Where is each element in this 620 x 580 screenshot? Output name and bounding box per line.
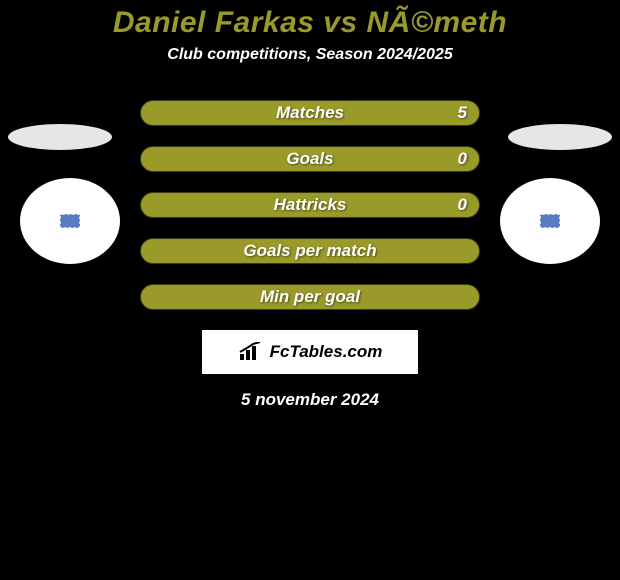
- stat-value-right: 0: [458, 147, 467, 171]
- stat-row: Min per goal: [140, 284, 480, 310]
- player-left-avatar: [20, 178, 120, 264]
- stat-row: Goals per match: [140, 238, 480, 264]
- subtitle: Club competitions, Season 2024/2025: [0, 46, 620, 64]
- stat-value-right: 0: [458, 193, 467, 217]
- player-right-ellipse: [508, 124, 612, 150]
- stat-value-right: 5: [458, 101, 467, 125]
- player-right-avatar: [500, 178, 600, 264]
- stat-label: Matches: [141, 101, 479, 125]
- stat-row: Hattricks 0: [140, 192, 480, 218]
- stat-label: Hattricks: [141, 193, 479, 217]
- stat-label: Goals: [141, 147, 479, 171]
- stat-label: Goals per match: [141, 239, 479, 263]
- stat-row: Goals 0: [140, 146, 480, 172]
- brand-text: FcTables.com: [270, 342, 383, 362]
- page-title: Daniel Farkas vs NÃ©meth: [0, 0, 620, 40]
- player-left-ellipse: [8, 124, 112, 150]
- stat-label: Min per goal: [141, 285, 479, 309]
- stat-row: Matches 5: [140, 100, 480, 126]
- placeholder-icon: [540, 214, 560, 228]
- chart-icon: [238, 342, 264, 362]
- placeholder-icon: [60, 214, 80, 228]
- date: 5 november 2024: [0, 390, 620, 410]
- brand-box: FcTables.com: [202, 330, 418, 374]
